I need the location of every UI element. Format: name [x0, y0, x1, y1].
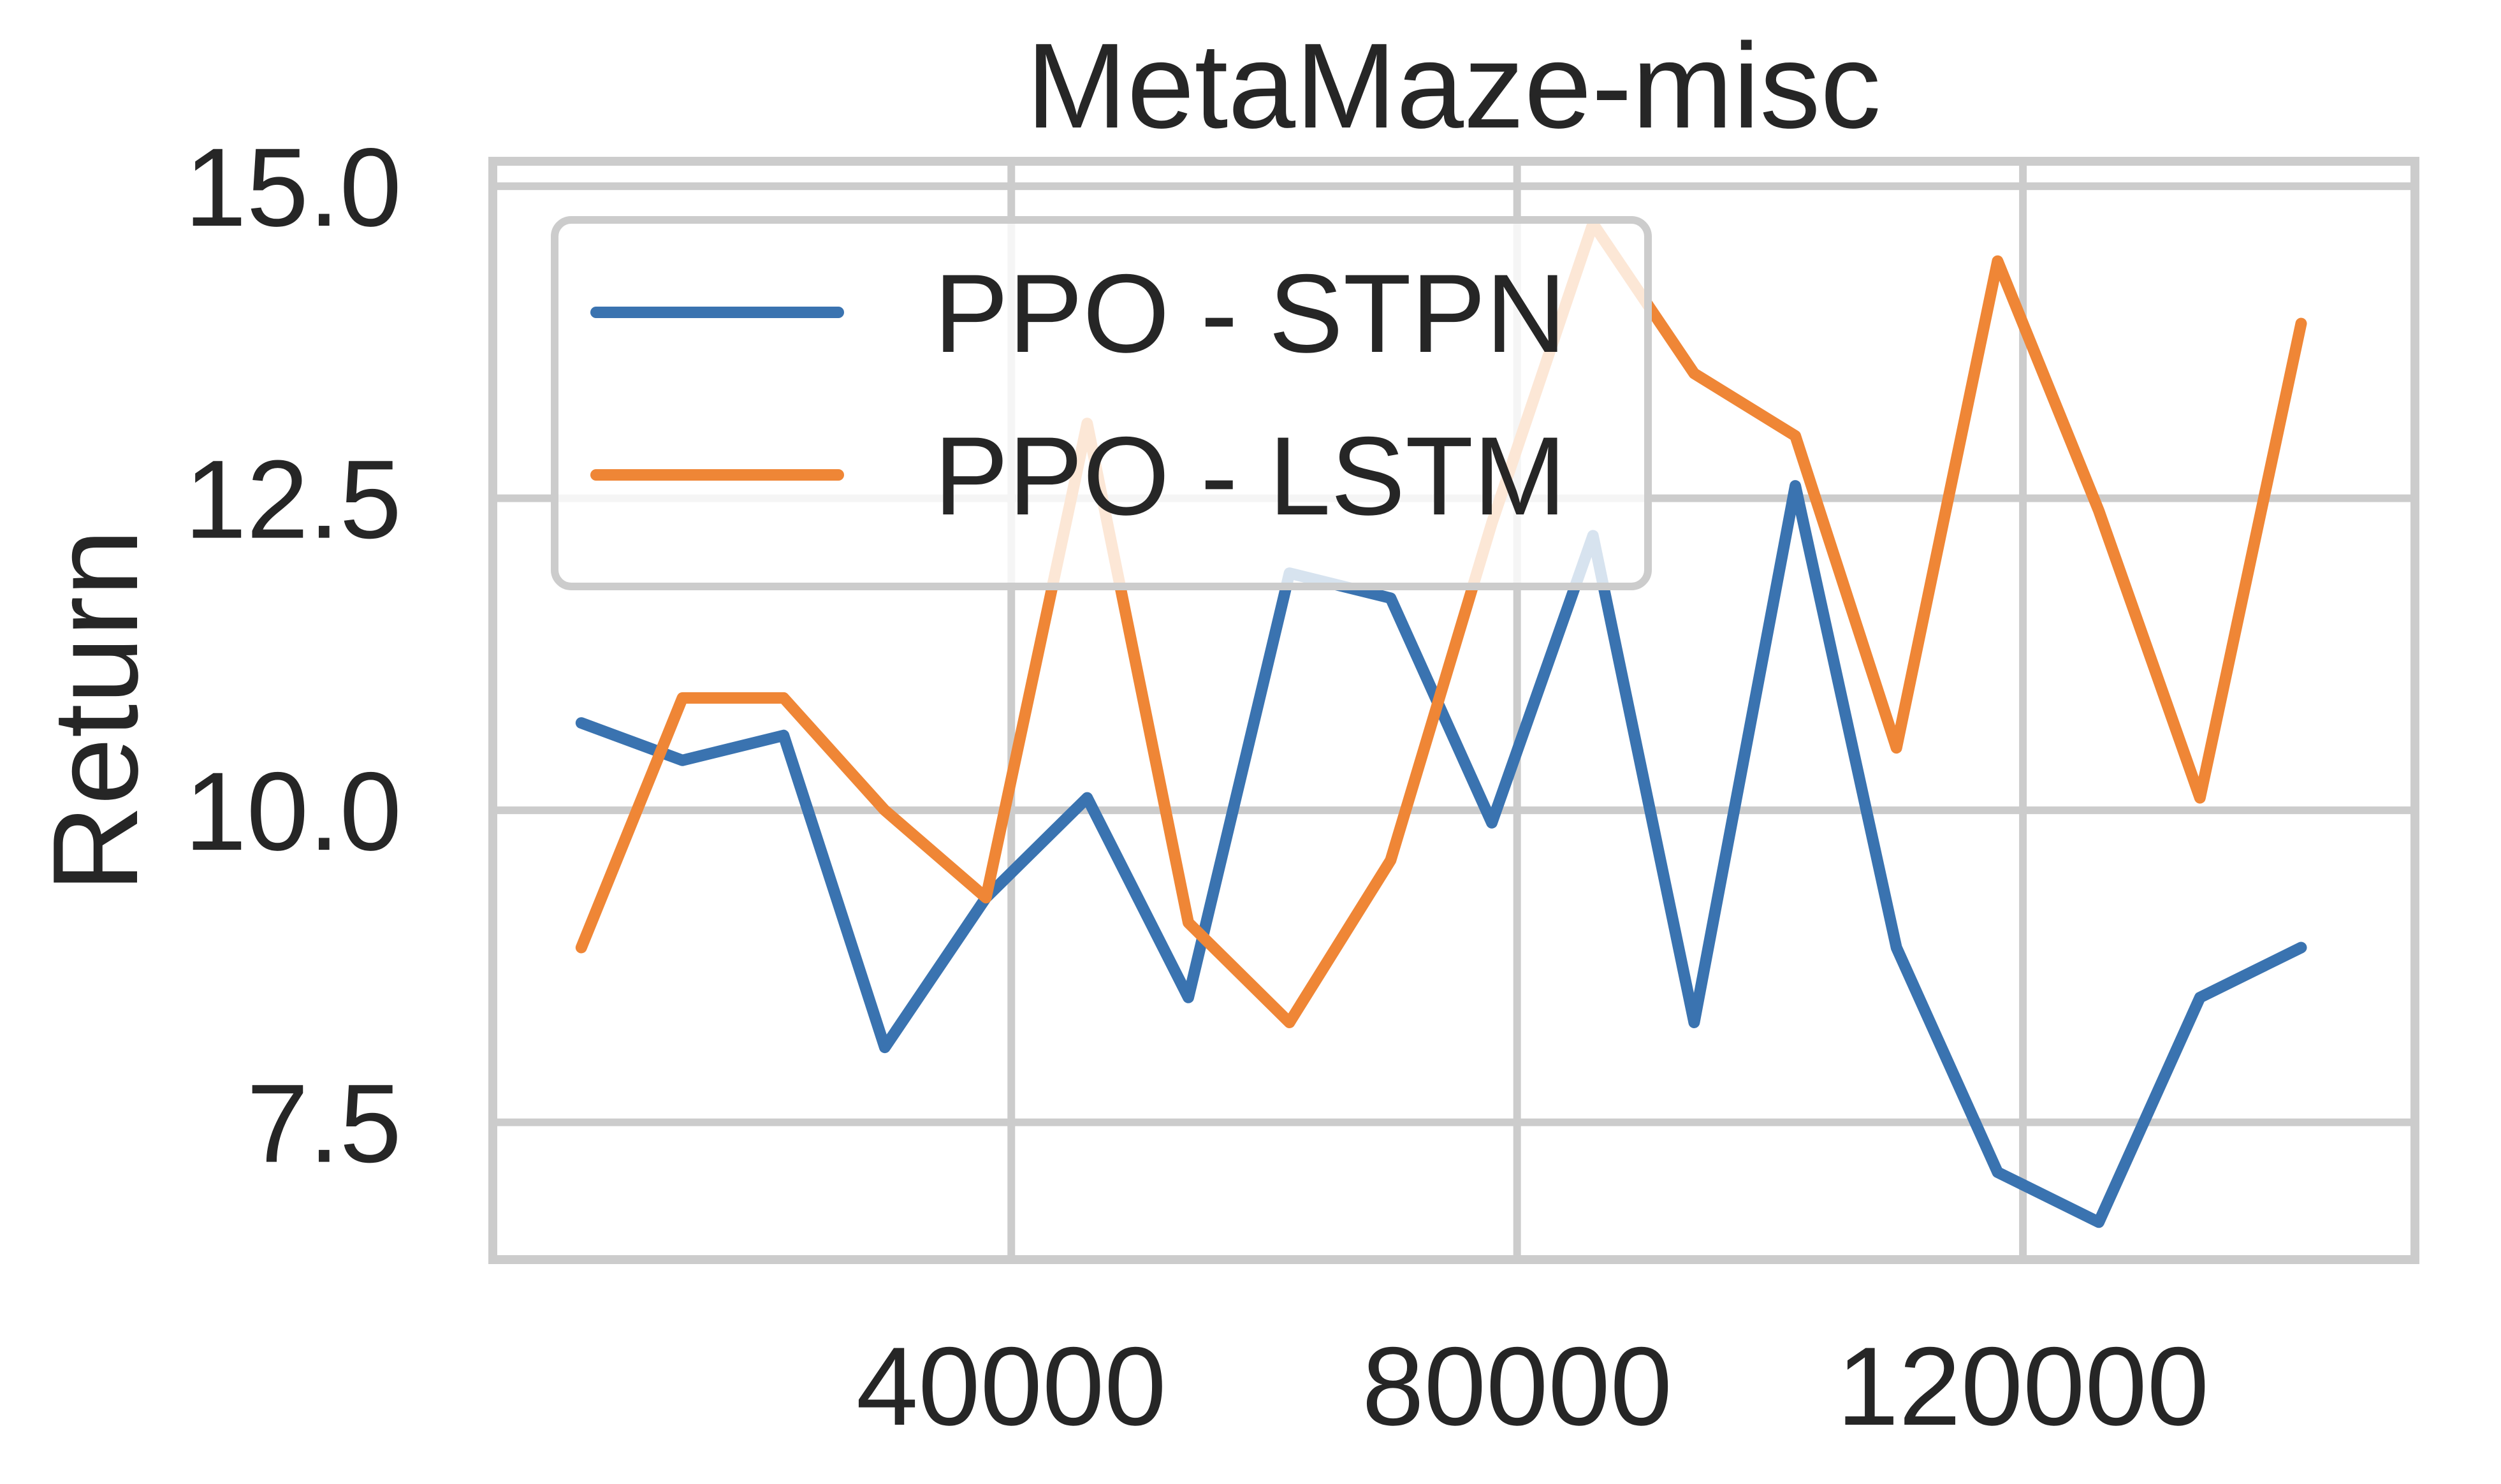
data-point [1489, 820, 1495, 826]
data-point [2197, 795, 2203, 801]
data-point [578, 720, 584, 726]
data-point [983, 895, 989, 901]
series-line-lstm [575, 217, 2307, 1028]
x-tick-label: 40000 [856, 1325, 1167, 1449]
data-point [1691, 1019, 1697, 1025]
legend: PPO - STPN PPO - LSTM [551, 216, 1652, 590]
x-tick-labels: 40000 80000 120000 [856, 1325, 2209, 1449]
data-point [1893, 945, 1899, 950]
y-tick-label: 12.5 [184, 438, 402, 562]
y-tick-label: 15.0 [184, 126, 402, 250]
data-point [1995, 1169, 2001, 1175]
legend-label: PPO - LSTM [934, 414, 1566, 539]
data-point [578, 945, 584, 950]
series-layer [575, 217, 2307, 1228]
data-point [680, 757, 685, 763]
data-point [1388, 595, 1394, 601]
data-point [2197, 994, 2203, 1000]
data-point [1793, 433, 1798, 439]
data-point [1084, 795, 1090, 801]
data-point [882, 808, 887, 813]
data-point [1185, 994, 1191, 1000]
y-axis-label: Return [28, 529, 163, 892]
data-point [1793, 483, 1798, 489]
plot-frame [488, 157, 2419, 1264]
data-point [1185, 920, 1191, 926]
data-point [2096, 508, 2102, 514]
data-point [781, 695, 787, 701]
y-tick-label: 10.0 [184, 750, 402, 874]
x-tick-label: 80000 [1362, 1325, 1672, 1449]
data-point [680, 695, 685, 701]
data-point [1287, 1019, 1292, 1025]
data-point [1691, 370, 1697, 376]
data-point [2096, 1219, 2102, 1225]
data-point [1995, 258, 2001, 264]
data-point [781, 732, 787, 738]
y-tick-label: 7.5 [247, 1062, 402, 1186]
data-point [2298, 321, 2304, 326]
y-tick-labels: 7.5 10.0 12.5 15.0 [184, 126, 402, 1186]
data-point [1893, 745, 1899, 751]
data-point [2298, 945, 2304, 950]
data-point [882, 1045, 887, 1051]
data-point [1388, 857, 1394, 863]
chart-title: MetaMaze-misc [1026, 18, 1881, 154]
legend-label: PPO - STPN [934, 252, 1566, 376]
x-tick-label: 120000 [1837, 1325, 2209, 1449]
